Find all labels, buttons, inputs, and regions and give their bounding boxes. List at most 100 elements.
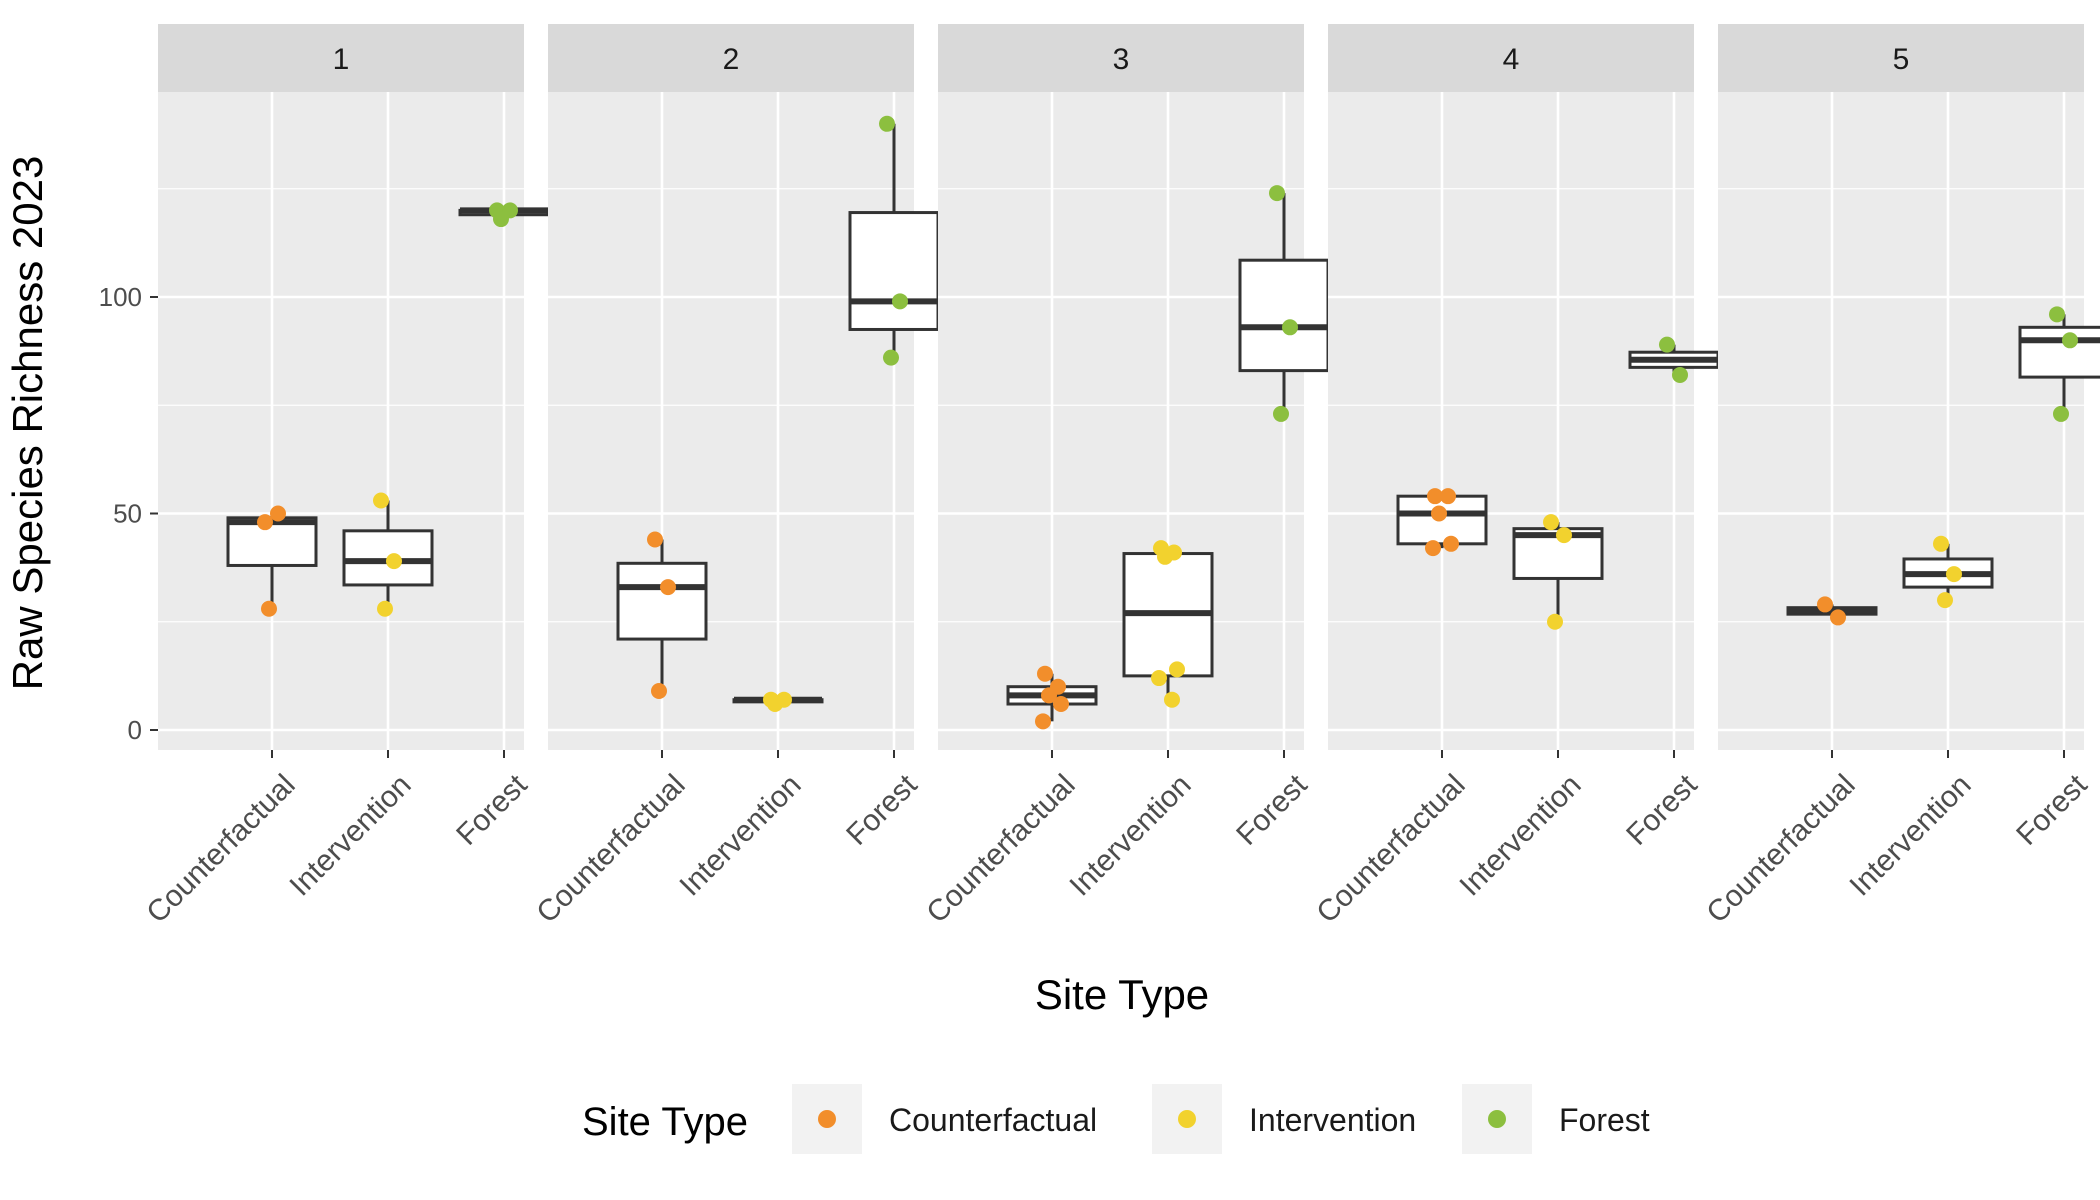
data-point-intervention — [1937, 592, 1953, 609]
facet-strip-label: 1 — [333, 43, 350, 76]
legend-label-intervention: Intervention — [1249, 1102, 1416, 1138]
facet-strip-label: 4 — [1503, 43, 1520, 76]
facet-panel-3: 3 — [938, 24, 1330, 750]
data-point-intervention — [373, 492, 389, 509]
x-tick-label: Forest — [450, 768, 534, 852]
data-point-counterfactual — [1425, 540, 1441, 557]
x-tick-label: Forest — [2010, 768, 2094, 852]
x-axis-title: Site Type — [1035, 971, 1209, 1018]
x-tick-label: Forest — [1620, 768, 1704, 852]
x-tick-label: Counterfactual — [530, 768, 691, 929]
data-point-counterfactual — [1037, 665, 1053, 682]
box-body — [848, 211, 940, 331]
data-point-counterfactual — [1440, 488, 1456, 505]
data-point-forest — [892, 293, 908, 310]
y-axis-title: Raw Species Richness 2023 — [4, 156, 51, 691]
facet-strip — [548, 24, 914, 92]
box-forest — [1238, 185, 1330, 422]
data-point-counterfactual — [257, 514, 273, 531]
x-tick-label: Intervention — [1453, 768, 1587, 902]
box-body — [342, 529, 434, 587]
facet-panel-2: 2 — [548, 24, 940, 750]
facet-strip-label: 5 — [1893, 43, 1910, 76]
data-point-forest — [493, 211, 509, 228]
data-point-forest — [1659, 336, 1675, 353]
data-point-intervention — [1169, 661, 1185, 678]
box-intervention — [342, 492, 434, 617]
x-tick-label: Intervention — [1063, 768, 1197, 902]
data-point-forest — [2053, 405, 2069, 422]
legend-title: Site Type — [582, 1100, 748, 1144]
facet-panel-1: 1 — [158, 24, 550, 750]
data-point-intervention — [1151, 670, 1167, 687]
data-point-counterfactual — [647, 531, 663, 548]
box-intervention — [1122, 540, 1214, 708]
data-point-intervention — [1164, 691, 1180, 708]
legend-label-forest: Forest — [1559, 1102, 1650, 1138]
facet-plot-area — [938, 92, 1304, 750]
data-point-forest — [2062, 332, 2078, 349]
data-point-forest — [2049, 306, 2065, 323]
legend-swatch-intervention — [1178, 1110, 1196, 1128]
data-point-intervention — [377, 600, 393, 617]
data-point-forest — [883, 349, 899, 366]
facet-strip-label: 3 — [1113, 43, 1130, 76]
legend: Site Type Counterfactual Intervention Fore… — [582, 1084, 1650, 1154]
facet-strip — [158, 24, 524, 92]
box-intervention — [1512, 514, 1604, 630]
box-body — [2018, 325, 2100, 379]
box-forest — [848, 115, 940, 366]
facet-plot-area — [1328, 92, 1694, 750]
data-point-forest — [1273, 405, 1289, 422]
facet-panels: 1 2 3 4 5 — [158, 24, 2100, 750]
x-tick-label: Intervention — [673, 768, 807, 902]
data-point-forest — [1672, 366, 1688, 383]
box-forest — [458, 202, 550, 228]
legend-swatch-forest — [1488, 1110, 1506, 1128]
y-tick-label: 50 — [113, 499, 142, 529]
box-counterfactual — [616, 531, 708, 700]
box-body — [1238, 258, 1330, 373]
facet-plot-area — [548, 92, 914, 750]
box-forest — [2018, 306, 2100, 422]
x-tick-label: Forest — [1230, 768, 1314, 852]
data-point-intervention — [1556, 527, 1572, 544]
data-point-counterfactual — [1053, 696, 1069, 713]
x-tick-label: Intervention — [283, 768, 417, 902]
box-counterfactual — [1396, 488, 1488, 557]
box-counterfactual — [1786, 596, 1878, 626]
data-point-counterfactual — [1817, 596, 1833, 613]
x-tick-label: Counterfactual — [1700, 768, 1861, 929]
data-point-intervention — [1946, 566, 1962, 583]
y-tick-label: 0 — [128, 715, 142, 745]
data-point-counterfactual — [270, 505, 286, 522]
legend-swatch-counterfactual — [818, 1110, 836, 1128]
box-counterfactual — [1006, 665, 1098, 730]
x-tick-label: Intervention — [1843, 768, 1977, 902]
box-body — [616, 561, 708, 641]
x-tick-label: Counterfactual — [920, 768, 1081, 929]
facet-strip — [1328, 24, 1694, 92]
box-intervention — [732, 691, 824, 713]
data-point-counterfactual — [261, 600, 277, 617]
y-axis: 0 50 100 — [99, 282, 158, 745]
facet-strip — [938, 24, 1304, 92]
box-body — [1396, 494, 1488, 546]
data-point-counterfactual — [1427, 488, 1443, 505]
data-point-counterfactual — [1443, 535, 1459, 552]
y-tick-label: 100 — [99, 282, 142, 312]
facet-strip-label: 2 — [723, 43, 740, 76]
box-counterfactual — [226, 505, 318, 617]
data-point-counterfactual — [1431, 505, 1447, 522]
box-body — [226, 516, 318, 567]
x-tick-label: Forest — [840, 768, 924, 852]
data-point-intervention — [767, 696, 783, 713]
x-tick-label: Counterfactual — [1310, 768, 1471, 929]
x-tick-label: Counterfactual — [140, 768, 301, 929]
facet-strip — [1718, 24, 2084, 92]
data-point-counterfactual — [1830, 609, 1846, 626]
data-point-forest — [1282, 319, 1298, 336]
data-point-counterfactual — [1041, 687, 1057, 704]
